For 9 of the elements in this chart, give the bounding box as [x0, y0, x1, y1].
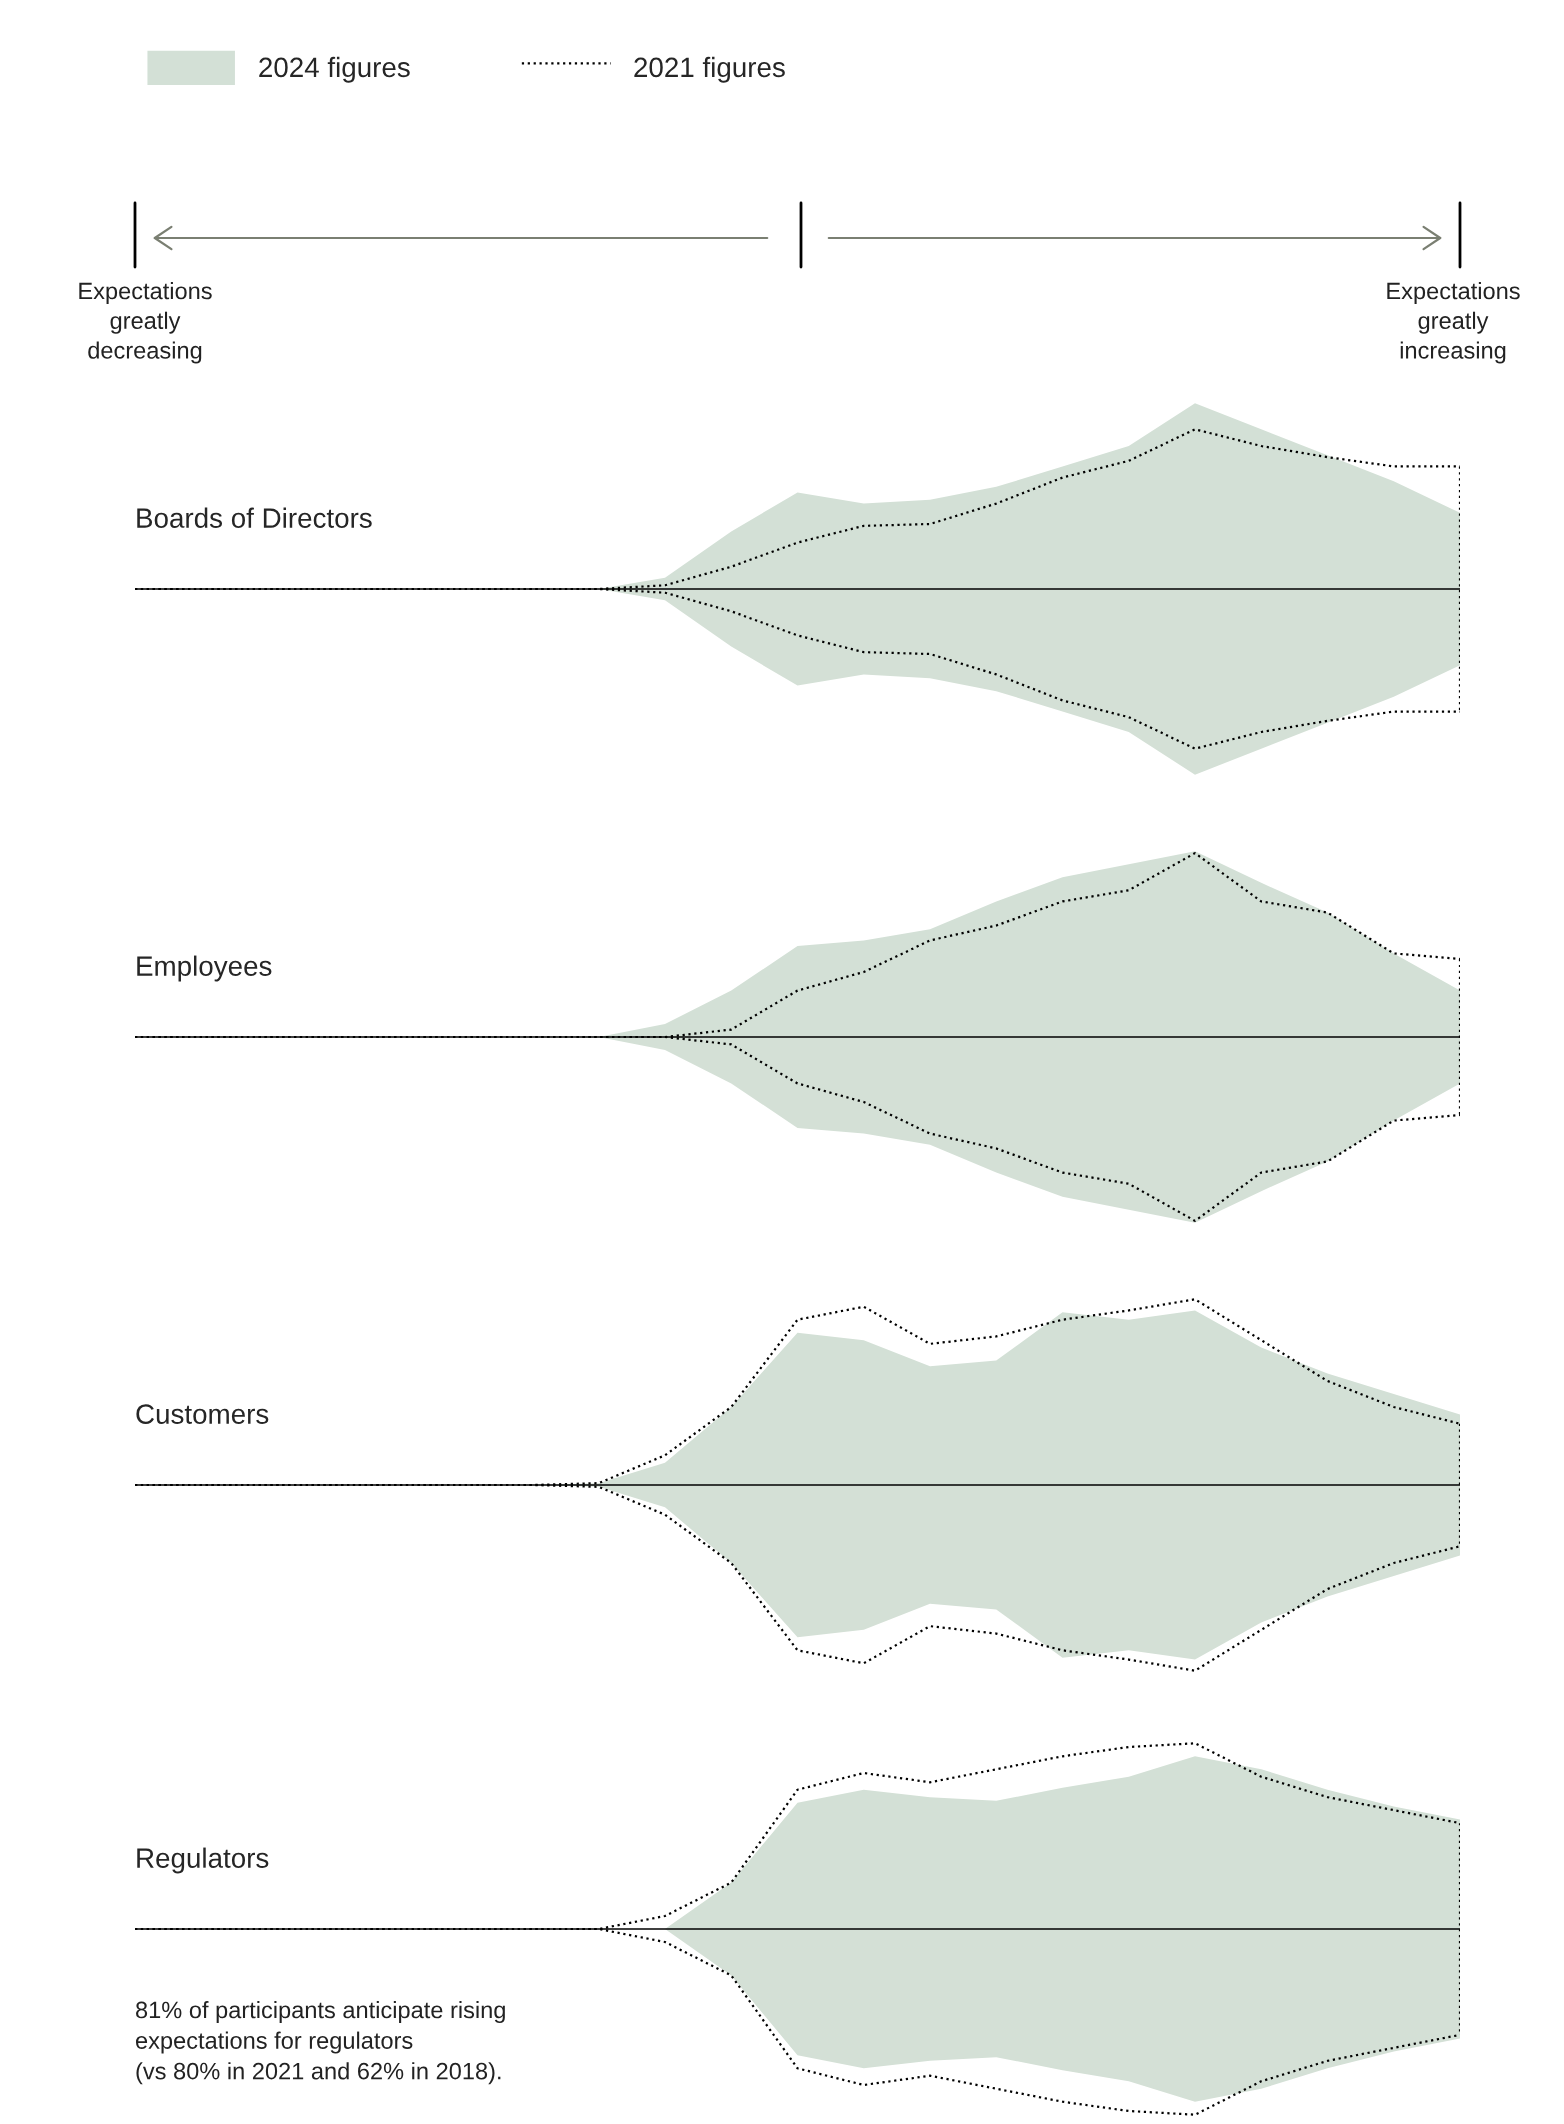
- text: Boards of Directors: [137, 507, 372, 528]
- legend-label: 2024 figures: [259, 56, 410, 83]
- text: Employees: [137, 955, 272, 982]
- annotation: 81% of participants anticipate rising expectations for regulators (vs 80% in 2021 and 62% in 2018).: [136, 2001, 505, 2085]
- text: Customers: [136, 1404, 269, 1424]
- text: Regulators: [137, 1847, 269, 1874]
- text: Expectations greatly decreasing: [79, 282, 212, 364]
- legend-label: 2021 figures: [634, 56, 785, 83]
- text: Expectations greatly increasing: [1387, 282, 1520, 364]
